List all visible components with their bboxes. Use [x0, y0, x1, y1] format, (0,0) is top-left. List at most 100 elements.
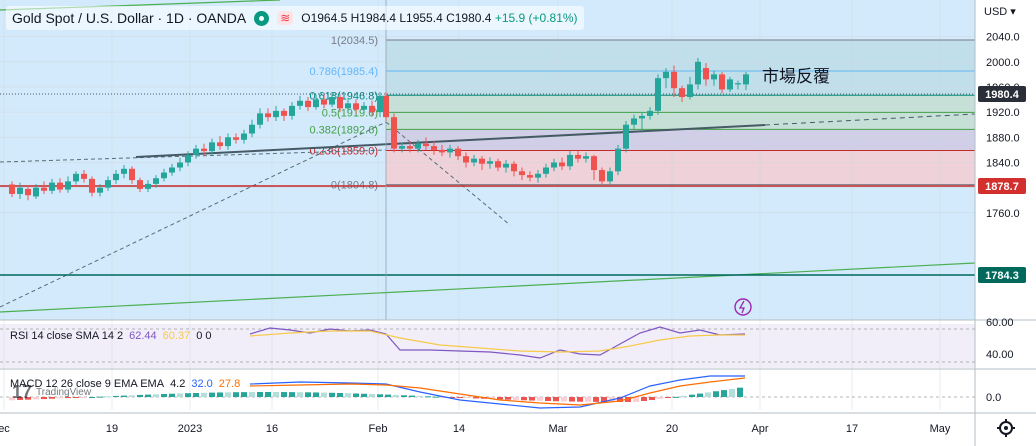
time-tick-5: 14: [453, 423, 465, 435]
candle-body-69: [559, 162, 565, 167]
candle-body-22: [185, 154, 191, 163]
rsi-title[interactable]: RSI 14 close SMA 14 2: [10, 330, 124, 342]
candle-body-83: [671, 71, 677, 89]
candle-body-11: [97, 187, 103, 193]
macd-bar-18: [153, 394, 159, 397]
macd-bar-53: [433, 396, 439, 398]
macd-bar-78: [633, 397, 639, 402]
candle-body-77: [623, 124, 629, 149]
macd-bar-8: [73, 397, 79, 398]
candle-body-38: [313, 99, 319, 108]
candle-body-37: [305, 100, 311, 108]
macd-bar-20: [169, 393, 175, 397]
macd-bar-21: [177, 393, 183, 397]
macd-bar-9: [81, 397, 87, 398]
macd-bar-68: [553, 397, 559, 402]
macd-bar-41: [337, 392, 343, 397]
macd-bar-26: [217, 392, 223, 397]
macd-bar-5: [49, 397, 55, 399]
macd-bar-32: [265, 392, 271, 397]
macd-line: [249, 375, 745, 409]
candle-body-74: [599, 170, 605, 182]
tradingview-text: TradingView: [36, 387, 92, 398]
macd-bar-25: [209, 392, 215, 397]
candle-body-12: [105, 180, 111, 188]
macd-plot: [0, 375, 975, 409]
candle-body-55: [447, 148, 453, 153]
candle-body-71: [575, 154, 581, 159]
candle-body-85: [687, 84, 693, 98]
candle-body-33: [273, 110, 279, 118]
price-tick-4: 1880.0: [986, 132, 1020, 144]
base-line-left: [0, 149, 387, 163]
macd-bar-84: [681, 395, 687, 397]
macd-bar-13: [113, 395, 119, 397]
macd-bar-81: [657, 397, 663, 399]
macd-bar-14: [121, 395, 127, 397]
candle-body-17: [145, 183, 151, 189]
status-flag-icon[interactable]: [254, 10, 270, 26]
candle-body-18: [153, 178, 159, 184]
price-tick-3: 1920.0: [986, 107, 1020, 119]
candle-body-87: [703, 68, 709, 80]
candle-body-9: [81, 173, 87, 179]
macd-bar-55: [449, 397, 455, 398]
change-value: +15.9 (+0.81%): [494, 11, 578, 25]
candle-body-57: [463, 156, 469, 163]
open-value: O1964.5: [301, 11, 348, 25]
candle-body-61: [495, 161, 501, 168]
candle-body-27: [225, 137, 231, 147]
fib-band-mid: [386, 129, 975, 151]
macd-bar-30: [249, 392, 255, 397]
neckline: [135, 124, 766, 158]
macd-bar-62: [505, 397, 511, 400]
candle-body-65: [527, 175, 533, 178]
candle-body-32: [265, 113, 271, 118]
rsi-sma-value: 60.37: [162, 330, 191, 342]
macd-bar-64: [521, 397, 527, 401]
macd-bar-1: [17, 397, 23, 400]
macd-bar-40: [329, 392, 335, 397]
candle-body-43: [353, 103, 359, 110]
candle-body-89: [719, 74, 725, 90]
low-value: L1955.4: [399, 11, 443, 25]
macd-bar-43: [353, 393, 359, 397]
annotation-text[interactable]: 市場反覆: [762, 67, 830, 86]
time-tick-4: Feb: [369, 423, 388, 435]
fib-band-low: [386, 150, 975, 185]
candle-body-28: [233, 137, 239, 140]
macd-hist-value: 4.2: [170, 378, 186, 390]
macd-bar-85: [689, 394, 695, 397]
candle-body-73: [591, 156, 597, 171]
candle-body-90: [727, 79, 733, 90]
candle-body-21: [177, 162, 183, 168]
candle-body-56: [455, 148, 461, 157]
macd-bar-50: [409, 395, 415, 397]
macd-title[interactable]: MACD 12 26 close 9 EMA EMA: [10, 378, 165, 390]
symbol-title[interactable]: Gold Spot / U.S. Dollar · 1D · OANDA: [12, 10, 247, 26]
macd-bar-22: [185, 393, 191, 397]
candle-body-47: [383, 95, 389, 118]
rsi-sma-line: [249, 330, 745, 353]
candle-body-52: [423, 143, 429, 147]
candle-body-39: [321, 99, 327, 105]
wave-icon[interactable]: ≋: [277, 11, 294, 25]
candle-body-79: [639, 115, 645, 119]
gear-icon[interactable]: [996, 418, 1016, 438]
time-tick-3: 16: [266, 423, 278, 435]
price-badge-label-1: 1878.7: [985, 181, 1019, 193]
time-tick-7: 20: [666, 423, 678, 435]
rsi-pane: [0, 324, 975, 368]
macd-bar-82: [665, 397, 671, 398]
time-tick-6: Mar: [549, 423, 568, 435]
currency-unit-button[interactable]: USD ▾: [984, 6, 1016, 18]
candle-body-6: [57, 182, 63, 190]
macd-bar-61: [497, 397, 503, 400]
macd-bar-39: [321, 392, 327, 397]
candle-body-62: [503, 163, 509, 168]
ohlc-values: O1964.5 H1984.4 L1955.4 C1980.4 +15.9 (+…: [301, 11, 577, 25]
candle-body-40: [329, 97, 335, 105]
candle-body-84: [679, 88, 685, 98]
time-tick-1: 19: [106, 423, 118, 435]
